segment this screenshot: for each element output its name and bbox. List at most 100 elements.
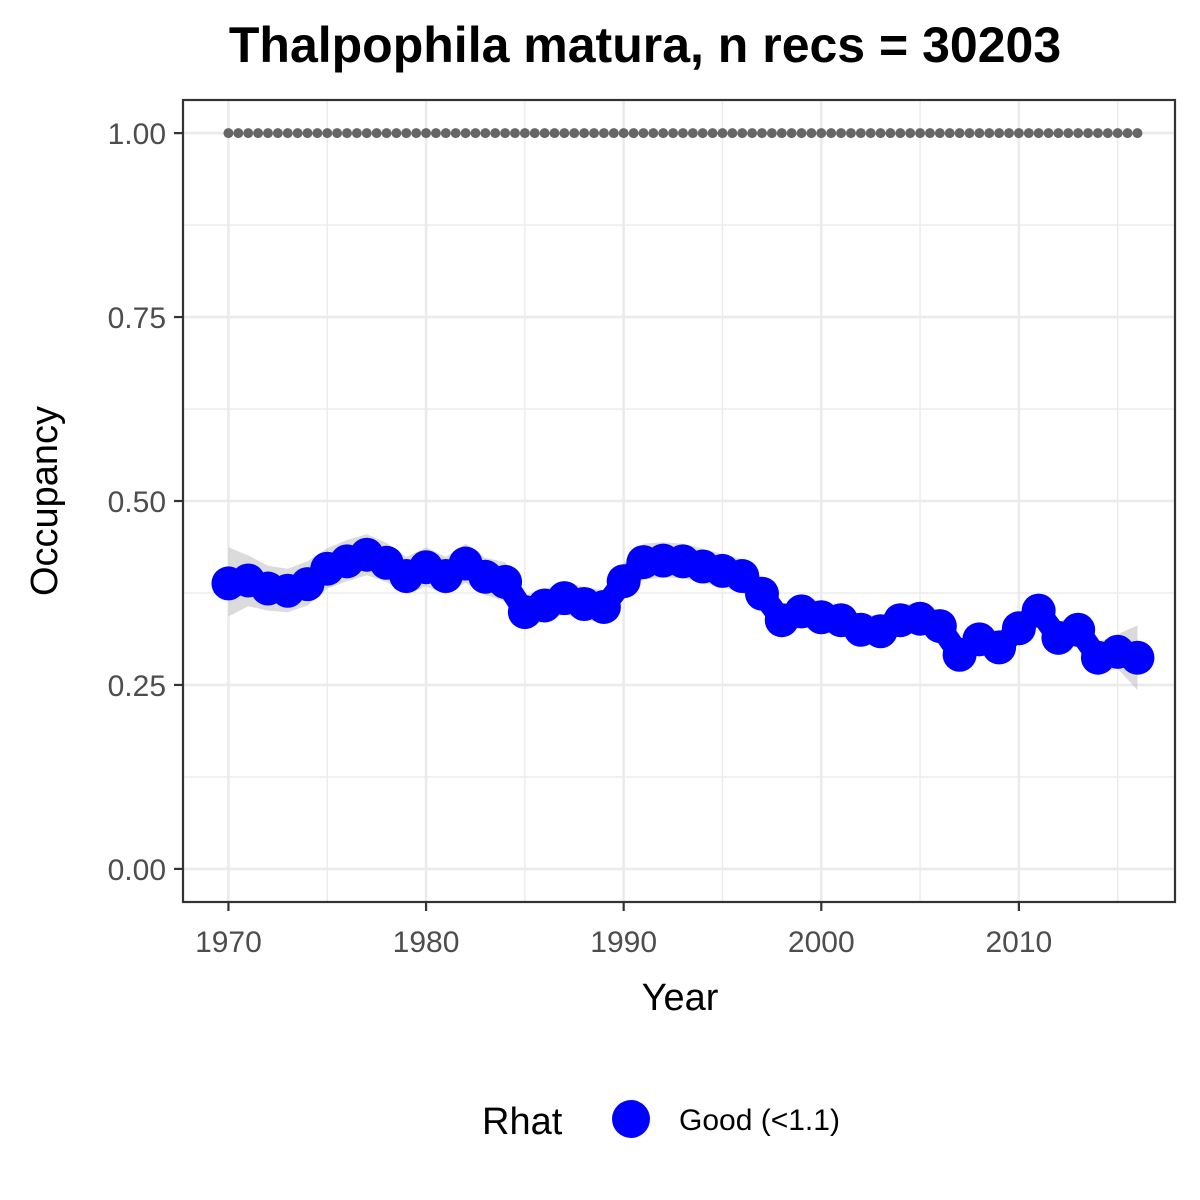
reference-point (915, 128, 926, 139)
reference-point (924, 128, 935, 139)
reference-point (836, 128, 847, 139)
reference-point (628, 128, 639, 139)
reference-point (539, 128, 550, 139)
reference-point (1033, 128, 1044, 139)
reference-point (292, 128, 303, 139)
y-axis: 0.00 0.25 0.50 0.75 1.00 (108, 118, 183, 887)
reference-point (272, 128, 283, 139)
chart-title: Thalpophila matura, n recs = 30203 (229, 17, 1061, 73)
reference-point (549, 128, 560, 139)
reference-point (500, 128, 511, 139)
reference-point (984, 128, 995, 139)
reference-point (766, 128, 777, 139)
reference-point (737, 128, 748, 139)
reference-point (421, 128, 432, 139)
reference-point (826, 128, 837, 139)
reference-point (974, 128, 985, 139)
y-tick-label: 0.75 (108, 302, 166, 335)
reference-point (806, 128, 817, 139)
reference-point (885, 128, 896, 139)
reference-point (322, 128, 333, 139)
occupancy-point (488, 564, 523, 599)
reference-point (302, 128, 313, 139)
reference-point (875, 128, 886, 139)
reference-point (490, 128, 501, 139)
reference-point (845, 128, 856, 139)
reference-point (776, 128, 787, 139)
occupancy-point (744, 576, 779, 611)
reference-point (677, 128, 688, 139)
y-tick-label: 1.00 (108, 118, 166, 151)
reference-point (569, 128, 580, 139)
reference-point (1004, 128, 1015, 139)
x-tick-label: 2000 (788, 926, 855, 959)
reference-point (381, 128, 392, 139)
reference-point (519, 128, 530, 139)
reference-point (608, 128, 619, 139)
reference-point (618, 128, 629, 139)
occupancy-point (586, 589, 621, 624)
reference-point (717, 128, 728, 139)
reference-point (391, 128, 402, 139)
reference-point (1043, 128, 1054, 139)
occupancy-series (211, 537, 1155, 675)
reference-point (1023, 128, 1034, 139)
reference-point (865, 128, 876, 139)
reference-point (1112, 128, 1123, 139)
y-tick-label: 0.25 (108, 670, 166, 703)
reference-point (658, 128, 669, 139)
reference-point (282, 128, 293, 139)
reference-point (480, 128, 491, 139)
reference-point (638, 128, 649, 139)
occupancy-point (922, 609, 957, 644)
legend-label-good: Good (<1.1) (679, 1104, 840, 1137)
occupancy-point (1021, 593, 1056, 628)
reference-point (253, 128, 264, 139)
y-axis-title: Occupancy (24, 406, 66, 596)
reference-point (934, 128, 945, 139)
reference-point (648, 128, 659, 139)
reference-point (411, 128, 422, 139)
occupancy-point (1120, 640, 1155, 675)
reference-point (233, 128, 244, 139)
reference-point (1053, 128, 1064, 139)
x-axis: 1970 1980 1990 2000 2010 (195, 902, 1052, 959)
reference-point (816, 128, 827, 139)
reference-point (312, 128, 323, 139)
reference-point (243, 128, 254, 139)
reference-point (440, 128, 451, 139)
reference-point (707, 128, 718, 139)
reference-point (598, 128, 609, 139)
reference-point (509, 128, 520, 139)
x-tick-label: 1970 (195, 926, 262, 959)
reference-point (1102, 128, 1113, 139)
reference-point (579, 128, 590, 139)
reference-point (697, 128, 708, 139)
reference-point (727, 128, 738, 139)
reference-point (401, 128, 412, 139)
reference-point (786, 128, 797, 139)
reference-point (1122, 128, 1133, 139)
reference-point (687, 128, 698, 139)
x-tick-label: 1980 (393, 926, 460, 959)
reference-point (351, 128, 362, 139)
plot-panel (181, 98, 1177, 904)
reference-point (460, 128, 471, 139)
reference-point (430, 128, 441, 139)
reference-point (450, 128, 461, 139)
reference-point (855, 128, 866, 139)
reference-point (796, 128, 807, 139)
reference-point (529, 128, 540, 139)
reference-point (756, 128, 767, 139)
reference-point (944, 128, 955, 139)
reference-point (954, 128, 965, 139)
reference-point (1073, 128, 1084, 139)
reference-point (262, 128, 273, 139)
y-tick-label: 0.00 (108, 854, 166, 887)
x-axis-title: Year (642, 977, 719, 1019)
reference-point (1083, 128, 1094, 139)
reference-point (1063, 128, 1074, 139)
legend-title: Rhat (482, 1101, 563, 1143)
reference-point (668, 128, 679, 139)
